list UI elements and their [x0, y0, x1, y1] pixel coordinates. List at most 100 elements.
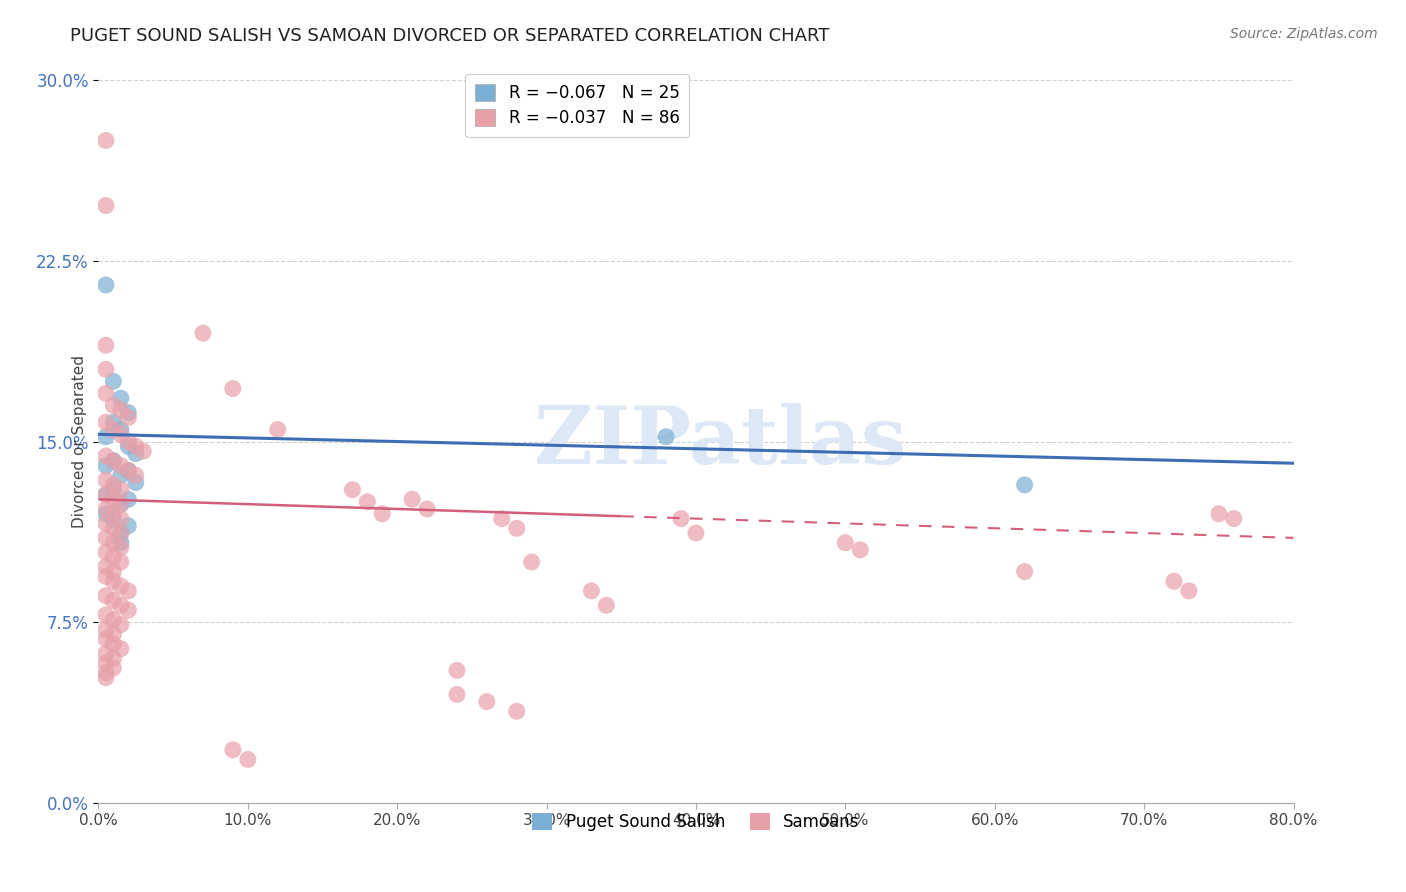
Point — [117, 518, 139, 533]
Point — [110, 483, 132, 497]
Point — [94, 507, 117, 521]
Point — [117, 463, 139, 477]
Point — [110, 403, 132, 417]
Point — [110, 468, 132, 483]
Point — [416, 502, 439, 516]
Point — [446, 664, 468, 678]
Point — [94, 559, 117, 574]
Point — [581, 583, 603, 598]
Point — [125, 446, 148, 460]
Point — [94, 277, 117, 292]
Point — [94, 665, 117, 680]
Point — [103, 483, 125, 497]
Point — [110, 579, 132, 593]
Point — [94, 516, 117, 531]
Legend: Puget Sound Salish, Samoans: Puget Sound Salish, Samoans — [526, 806, 866, 838]
Point — [834, 535, 856, 549]
Point — [267, 422, 290, 436]
Point — [222, 382, 245, 396]
Y-axis label: Divorced or Separated: Divorced or Separated — [72, 355, 87, 528]
Point — [401, 492, 423, 507]
Point — [103, 454, 125, 468]
Point — [1223, 511, 1246, 525]
Point — [371, 507, 394, 521]
Point — [103, 535, 125, 549]
Text: Source: ZipAtlas.com: Source: ZipAtlas.com — [1230, 27, 1378, 41]
Point — [94, 502, 117, 516]
Point — [103, 637, 125, 651]
Text: PUGET SOUND SALISH VS SAMOAN DIVORCED OR SEPARATED CORRELATION CHART: PUGET SOUND SALISH VS SAMOAN DIVORCED OR… — [70, 27, 830, 45]
Point — [125, 468, 148, 483]
Point — [103, 415, 125, 429]
Point — [117, 410, 139, 425]
Point — [110, 427, 132, 442]
Point — [94, 198, 117, 212]
Point — [342, 483, 364, 497]
Point — [110, 541, 132, 555]
Point — [110, 497, 132, 511]
Point — [506, 704, 529, 718]
Point — [236, 752, 259, 766]
Point — [117, 406, 139, 420]
Point — [1163, 574, 1185, 589]
Point — [94, 362, 117, 376]
Point — [103, 422, 125, 436]
Point — [94, 656, 117, 670]
Point — [110, 526, 132, 541]
Point — [356, 494, 378, 508]
Point — [1014, 565, 1036, 579]
Point — [94, 133, 117, 147]
Point — [1014, 478, 1036, 492]
Point — [103, 550, 125, 565]
Point — [117, 492, 139, 507]
Point — [94, 671, 117, 685]
Point — [125, 475, 148, 490]
Point — [94, 449, 117, 463]
Point — [94, 338, 117, 352]
Point — [595, 599, 617, 613]
Point — [94, 632, 117, 646]
Point — [117, 439, 139, 453]
Point — [110, 422, 132, 436]
Point — [117, 434, 139, 449]
Point — [655, 430, 678, 444]
Point — [94, 569, 117, 583]
Point — [103, 613, 125, 627]
Point — [94, 487, 117, 501]
Point — [94, 647, 117, 661]
Point — [103, 454, 125, 468]
Point — [94, 589, 117, 603]
Point — [103, 627, 125, 641]
Point — [103, 507, 125, 521]
Point — [110, 497, 132, 511]
Point — [506, 521, 529, 535]
Text: ZIPatlas: ZIPatlas — [534, 402, 905, 481]
Point — [685, 526, 707, 541]
Point — [446, 687, 468, 701]
Point — [475, 695, 498, 709]
Point — [94, 623, 117, 637]
Point — [222, 743, 245, 757]
Point — [103, 574, 125, 589]
Point — [103, 398, 125, 412]
Point — [191, 326, 214, 340]
Point — [94, 545, 117, 559]
Point — [110, 535, 132, 549]
Point — [103, 511, 125, 525]
Point — [103, 565, 125, 579]
Point — [110, 511, 132, 525]
Point — [94, 415, 117, 429]
Point — [1178, 583, 1201, 598]
Point — [117, 603, 139, 617]
Point — [103, 593, 125, 607]
Point — [491, 511, 513, 525]
Point — [110, 458, 132, 473]
Point — [132, 444, 155, 458]
Point — [110, 617, 132, 632]
Point — [110, 641, 132, 656]
Point — [103, 661, 125, 675]
Point — [110, 599, 132, 613]
Point — [94, 386, 117, 401]
Point — [849, 542, 872, 557]
Point — [103, 521, 125, 535]
